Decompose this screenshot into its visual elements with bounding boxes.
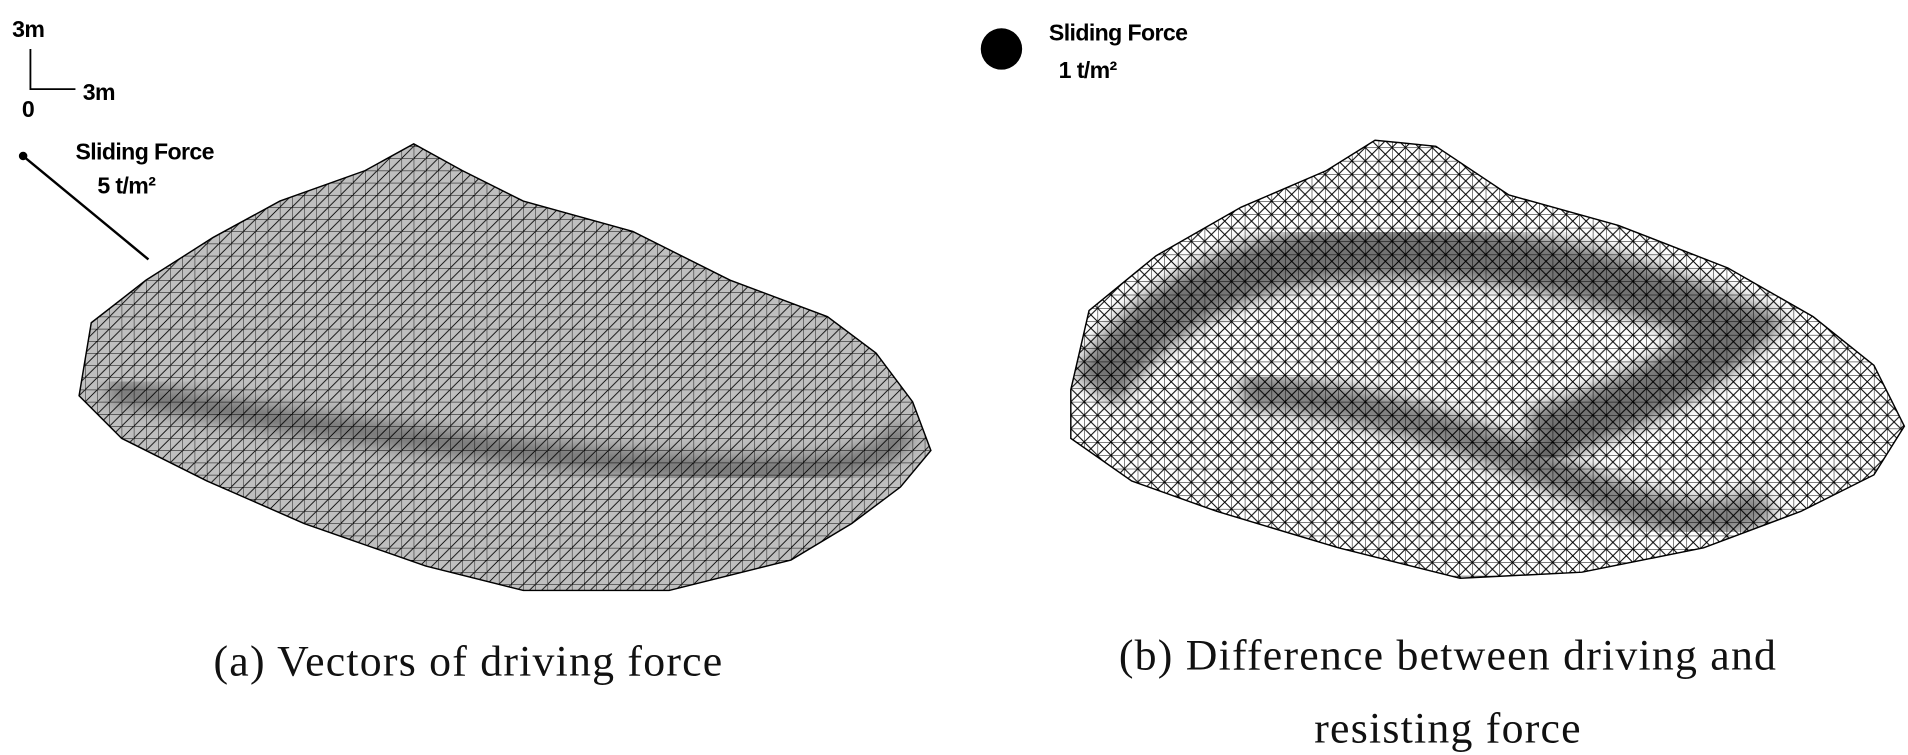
legend-value: 1 t/m² — [1059, 57, 1118, 83]
legend-label: Sliding Force — [75, 139, 214, 165]
scale-horizontal: 3m — [83, 79, 115, 105]
caption: resisting force — [1314, 705, 1582, 753]
legend-circle — [981, 28, 1022, 69]
figure: 3m 3m 0 Sliding Force 5 t/m² Sliding For… — [0, 0, 1908, 755]
scale-origin: 0 — [22, 96, 34, 122]
caption: (a) Vectors of driving force — [213, 638, 723, 686]
caption: (b) Difference between driving and — [1119, 632, 1777, 680]
legend-vector — [23, 156, 148, 259]
scale-vertical: 3m — [12, 16, 44, 42]
legend-value: 5 t/m² — [97, 173, 156, 199]
scale-bar — [30, 49, 75, 89]
legend-label: Sliding Force — [1049, 19, 1188, 45]
mesh-b — [1034, 122, 1908, 609]
